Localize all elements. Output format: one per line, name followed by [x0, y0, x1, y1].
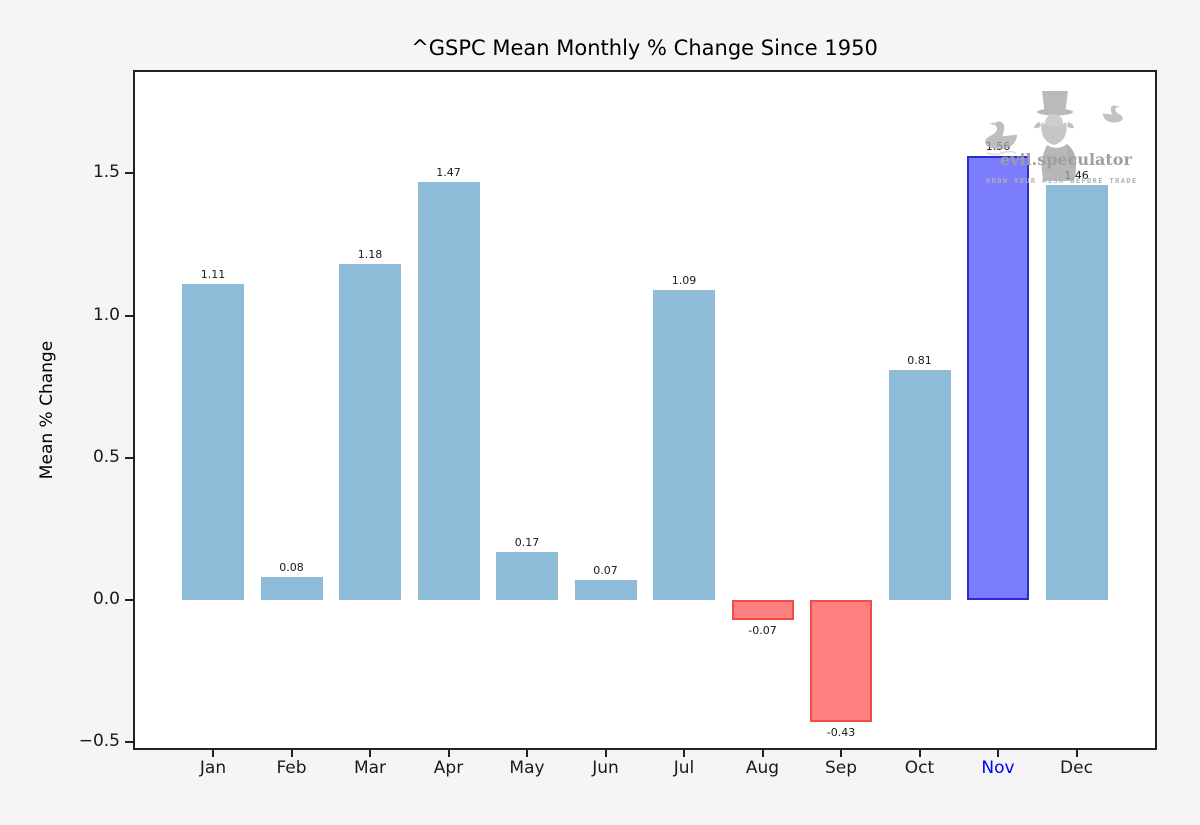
x-tick-label-sep: Sep: [824, 758, 858, 778]
y-tick-label: −0.5: [78, 731, 120, 752]
y-tick: [125, 456, 133, 459]
x-tick-label-mar: Mar: [353, 758, 387, 778]
x-tick-label-feb: Feb: [276, 758, 307, 778]
bar-may: [496, 551, 558, 601]
x-tick: [290, 750, 293, 757]
bar-dec: [1045, 184, 1108, 601]
y-tick-label: 0.0: [92, 589, 120, 610]
x-tick: [761, 750, 764, 757]
x-tick: [918, 750, 921, 757]
bar-mar: [339, 264, 401, 601]
bar-value-label-jun: 0.07: [593, 564, 618, 578]
x-tick: [1075, 750, 1078, 757]
x-tick-label-may: May: [509, 758, 545, 778]
bar-nov: [967, 156, 1029, 601]
bar-value-label-apr: 1.47: [436, 165, 461, 179]
bar-jul: [653, 290, 715, 601]
y-tick-label: 1.5: [92, 162, 120, 183]
bar-value-label-jul: 1.09: [671, 274, 697, 288]
x-tick-label-apr: Apr: [433, 758, 464, 778]
bar-value-label-aug: -0.07: [748, 623, 777, 637]
y-tick: [125, 599, 133, 602]
x-tick: [997, 750, 999, 757]
bar-aug: [731, 600, 794, 620]
chart-title: ^GSPC Mean Monthly % Change Since 1950: [411, 36, 878, 60]
bar-apr: [417, 181, 480, 601]
x-tick-label-aug: Aug: [745, 758, 780, 778]
y-tick: [125, 314, 133, 317]
speculator-figure-icon: [1034, 91, 1077, 181]
bar-value-label-sep: -0.43: [826, 726, 856, 740]
bar-jun: [574, 580, 637, 601]
bar-jan: [182, 284, 244, 601]
x-tick-label-jun: Jun: [592, 758, 619, 778]
bar-value-label-jan: 1.11: [200, 268, 226, 282]
bar-value-label-oct: 0.81: [907, 353, 932, 367]
x-tick: [447, 750, 450, 757]
x-tick-label-jan: Jan: [199, 758, 227, 778]
y-tick-label: 0.5: [92, 446, 120, 467]
x-tick: [212, 750, 214, 757]
x-tick: [683, 750, 685, 757]
bar-value-label-mar: 1.18: [357, 248, 383, 262]
x-tick: [526, 750, 528, 757]
x-tick-label-jul: Jul: [673, 758, 695, 778]
x-tick-label-nov: Nov: [981, 758, 1015, 778]
x-tick: [369, 750, 371, 757]
x-tick-label-oct: Oct: [904, 758, 935, 778]
watermark-brand: evil.speculator: [1000, 150, 1132, 169]
watermark-tagline: KNOW YOUR RISK BEFORE TRADE: [986, 177, 1138, 185]
bar-feb: [260, 577, 323, 601]
swan-right-icon: [1102, 105, 1123, 123]
bar-sep: [810, 600, 872, 723]
bar-value-label-feb: 0.08: [279, 561, 304, 575]
x-tick: [840, 750, 842, 757]
watermark-logo: [985, 91, 1123, 181]
x-tick-label-dec: Dec: [1060, 758, 1093, 778]
bar-oct: [888, 369, 951, 601]
y-tick-label: 1.0: [92, 304, 120, 325]
y-tick: [125, 741, 133, 744]
y-axis-label: Mean % Change: [37, 340, 57, 480]
swan-left-icon: [985, 121, 1017, 156]
x-tick: [604, 750, 607, 757]
y-tick: [125, 172, 133, 175]
bar-value-label-may: 0.17: [514, 535, 540, 549]
